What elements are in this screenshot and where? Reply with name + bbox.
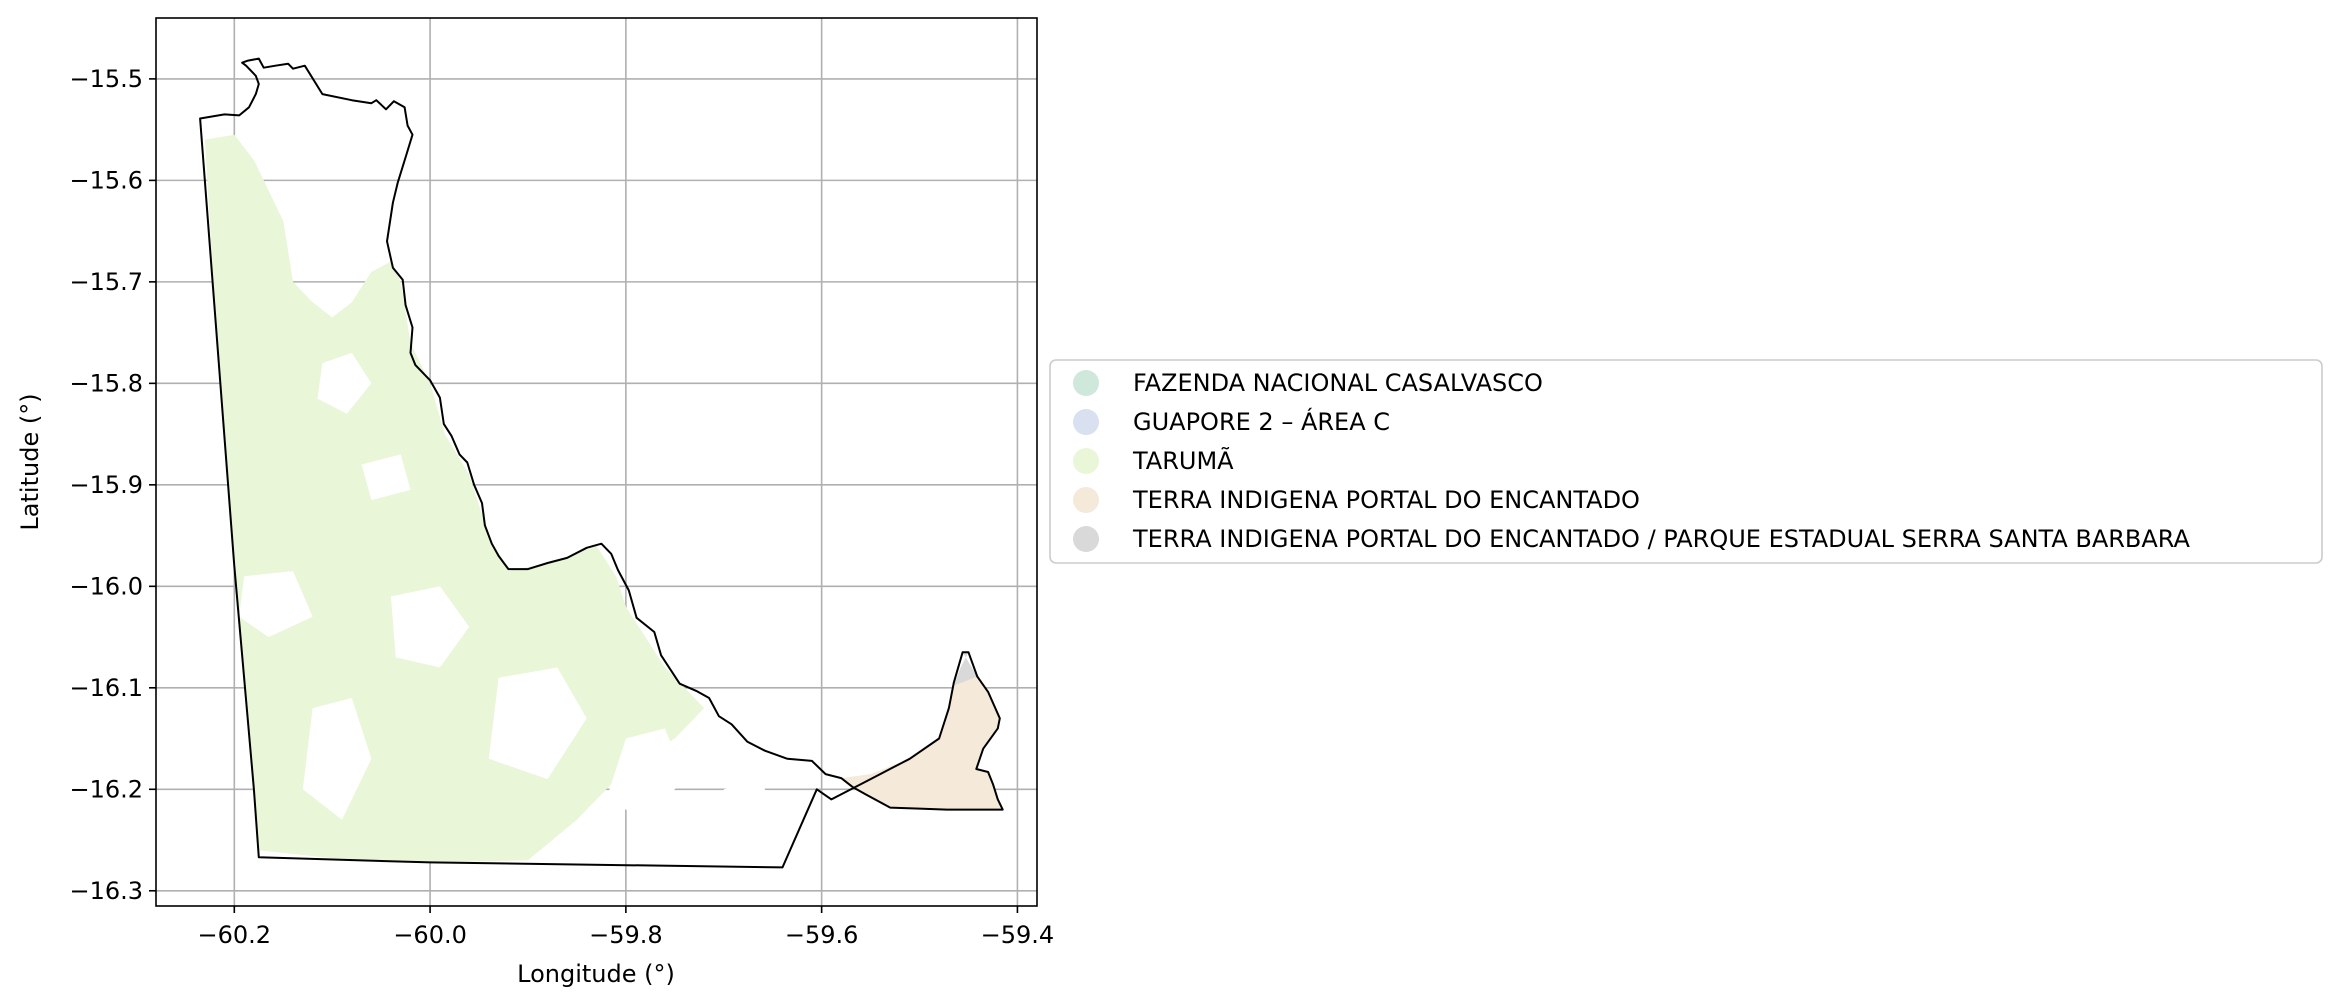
x-tick-label: −59.8 — [589, 921, 663, 949]
legend-entry-label: GUAPORE 2 – ÁREA C — [1133, 407, 1390, 436]
y-tick-label: −16.2 — [69, 775, 143, 803]
plot-frame — [155, 17, 1038, 907]
legend-swatch — [1073, 448, 1099, 474]
region-gap — [302, 698, 372, 820]
x-tick-label: −59.6 — [785, 921, 859, 949]
legend-entry-label: TARUMÃ — [1132, 445, 1234, 475]
region-gap — [317, 352, 372, 414]
y-tick-label: −16.0 — [69, 572, 143, 600]
region-gap — [606, 728, 685, 820]
region-portal-do-encantado — [841, 676, 1003, 810]
legend-swatch — [1073, 487, 1099, 513]
region-taruma — [204, 134, 705, 863]
legend: FAZENDA NACIONAL CASALVASCO GUAPORE 2 – Á… — [1049, 359, 2323, 564]
legend-entry-label: FAZENDA NACIONAL CASALVASCO — [1133, 369, 1543, 397]
x-tick-label: −59.4 — [981, 921, 1055, 949]
y-tick-label: −16.1 — [69, 674, 143, 702]
region-gap — [390, 586, 470, 668]
region-gap — [239, 571, 313, 638]
municipality-boundary — [199, 57, 1004, 869]
legend-swatch — [1073, 409, 1099, 435]
y-tick-label: −16.3 — [69, 877, 143, 905]
map-regions — [199, 57, 1004, 869]
legend-entry-label: TERRA INDIGENA PORTAL DO ENCANTADO / PAR… — [1132, 525, 2191, 553]
y-tick-label: −15.5 — [69, 65, 143, 93]
y-axis-ticks: −15.5 −15.6 −15.7 −15.8 −15.9 −16.0 −16.1 −16.2… — [69, 65, 156, 905]
y-tick-label: −15.9 — [69, 471, 143, 499]
region-gap — [361, 454, 411, 501]
y-tick-label: −15.8 — [69, 369, 143, 397]
y-axis-title: Latitude (°) — [16, 393, 44, 530]
legend-swatch — [1073, 526, 1099, 552]
legend-entry-label: TERRA INDIGENA PORTAL DO ENCANTADO — [1132, 486, 1640, 514]
region-portal-serra-santa-barbara — [953, 652, 978, 686]
x-tick-label: −60.2 — [198, 921, 272, 949]
x-axis-title: Longitude (°) — [517, 960, 675, 988]
legend-swatch — [1073, 370, 1099, 396]
y-tick-label: −15.7 — [69, 268, 143, 296]
x-tick-label: −60.0 — [393, 921, 467, 949]
x-axis-ticks: −60.2 −60.0 −59.8 −59.6 −59.4 — [198, 906, 1055, 949]
region-gap — [723, 779, 773, 851]
y-tick-label: −15.6 — [69, 166, 143, 194]
legend-box — [1049, 359, 2323, 564]
region-gap — [488, 667, 587, 780]
